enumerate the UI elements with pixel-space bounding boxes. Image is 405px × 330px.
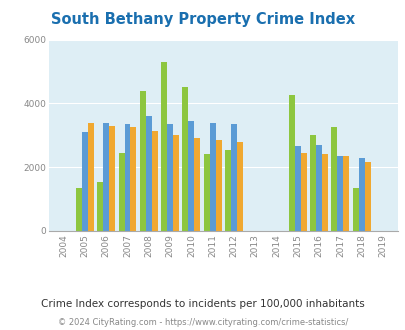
Bar xyxy=(321,154,327,231)
Bar xyxy=(343,156,348,231)
Bar xyxy=(352,188,358,231)
Bar xyxy=(188,121,194,231)
Bar xyxy=(215,140,221,231)
Bar xyxy=(315,145,321,231)
Bar xyxy=(130,127,136,231)
Bar xyxy=(109,126,115,231)
Bar xyxy=(364,162,370,231)
Bar xyxy=(103,122,109,231)
Bar xyxy=(82,132,87,231)
Bar xyxy=(203,154,209,231)
Bar xyxy=(309,135,315,231)
Bar xyxy=(151,130,157,231)
Bar xyxy=(300,153,306,231)
Text: Crime Index corresponds to incidents per 100,000 inhabitants: Crime Index corresponds to incidents per… xyxy=(41,299,364,309)
Bar xyxy=(87,122,94,231)
Bar xyxy=(139,91,145,231)
Bar xyxy=(97,182,103,231)
Bar xyxy=(182,87,188,231)
Bar xyxy=(173,135,179,231)
Bar xyxy=(118,153,124,231)
Bar xyxy=(209,122,215,231)
Bar xyxy=(237,142,242,231)
Bar xyxy=(358,158,364,231)
Bar xyxy=(167,124,173,231)
Bar xyxy=(76,188,82,231)
Bar xyxy=(161,62,167,231)
Text: South Bethany Property Crime Index: South Bethany Property Crime Index xyxy=(51,12,354,26)
Bar xyxy=(145,116,151,231)
Text: © 2024 CityRating.com - https://www.cityrating.com/crime-statistics/: © 2024 CityRating.com - https://www.city… xyxy=(58,318,347,327)
Bar xyxy=(337,156,343,231)
Bar xyxy=(124,124,130,231)
Bar xyxy=(330,127,337,231)
Bar xyxy=(288,95,294,231)
Bar xyxy=(224,150,230,231)
Bar xyxy=(230,124,237,231)
Bar xyxy=(194,139,200,231)
Bar xyxy=(294,147,300,231)
